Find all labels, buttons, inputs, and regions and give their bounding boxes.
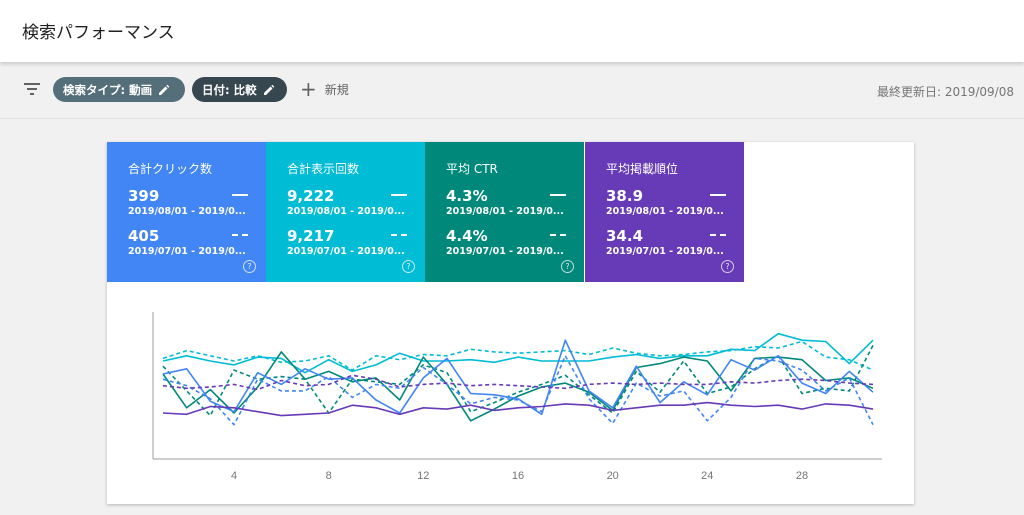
x-tick-label: 28 <box>796 470 808 482</box>
search-type-chip[interactable]: 検索タイプ: 動画 <box>53 77 185 102</box>
metric-compare-value: 4.4% <box>446 227 488 245</box>
metric-compare-row: 405 2019/07/01 - 2019/0... <box>128 228 266 268</box>
solid-line-legend-icon <box>710 194 726 196</box>
page-title: 検索パフォーマンス <box>22 23 175 43</box>
metric-current-range: 2019/08/01 - 2019/0... <box>287 206 405 217</box>
dashed-line-legend-icon <box>391 234 407 236</box>
dashed-line-legend-icon <box>710 234 726 236</box>
metric-label: 平均 CTR <box>446 162 498 176</box>
metric-label: 平均掲載順位 <box>606 162 679 176</box>
toolbar-divider <box>0 118 1024 119</box>
metric-clicks[interactable]: 合計クリック数 399 2019/08/01 - 2019/0... 405 2… <box>107 142 266 282</box>
metric-label: 合計クリック数 <box>128 162 213 176</box>
x-tick-label: 16 <box>512 470 524 482</box>
plus-icon: + <box>300 77 317 101</box>
metric-compare-range: 2019/07/01 - 2019/0... <box>606 246 724 257</box>
dashed-line-legend-icon <box>550 234 566 236</box>
last-updated-text: 最終更新日: 2019/09/08 <box>876 85 1014 99</box>
app-header: 検索パフォーマンス <box>0 0 1024 62</box>
dashed-line-legend-icon <box>232 234 248 236</box>
chart-series-line-7 <box>162 374 874 391</box>
filter-icon[interactable] <box>22 79 42 99</box>
edit-pencil-icon <box>263 84 274 95</box>
help-icon[interactable]: ? <box>561 260 574 273</box>
edit-pencil-icon <box>159 84 170 95</box>
performance-line-chart: 4 8 12 16 20 24 28 <box>152 312 882 482</box>
metric-current-row: 4.3% 2019/08/01 - 2019/0... <box>446 188 584 228</box>
x-tick-label: 4 <box>231 470 237 482</box>
metric-label: 合計表示回数 <box>287 162 360 176</box>
metric-current-value: 9,222 <box>287 187 335 205</box>
metric-ctr[interactable]: 平均 CTR 4.3% 2019/08/01 - 2019/0... 4.4% … <box>425 142 584 282</box>
solid-line-legend-icon <box>232 194 248 196</box>
metric-compare-range: 2019/07/01 - 2019/0... <box>287 246 405 257</box>
metric-current-range: 2019/08/01 - 2019/0... <box>128 206 246 217</box>
chart-series-line-4 <box>162 339 874 416</box>
metric-compare-value: 34.4 <box>606 227 644 245</box>
metric-compare-range: 2019/07/01 - 2019/0... <box>446 246 564 257</box>
help-icon[interactable]: ? <box>721 260 734 273</box>
date-chip[interactable]: 日付: 比較 <box>192 77 287 102</box>
metric-compare-value: 9,217 <box>287 227 335 245</box>
solid-line-legend-icon <box>550 194 566 196</box>
chart-series-line-1 <box>162 340 874 371</box>
chart-series-line-3 <box>162 345 874 417</box>
date-chip-label: 日付: 比較 <box>202 82 257 97</box>
metric-current-range: 2019/08/01 - 2019/0... <box>446 206 564 217</box>
metric-compare-row: 34.4 2019/07/01 - 2019/0... <box>606 228 744 268</box>
metric-current-value: 399 <box>128 187 160 205</box>
solid-line-legend-icon <box>391 194 407 196</box>
metric-compare-row: 4.4% 2019/07/01 - 2019/0... <box>446 228 584 268</box>
chart-series-line-5 <box>162 355 874 426</box>
metric-current-range: 2019/08/01 - 2019/0... <box>606 206 724 217</box>
chart-series-line-2 <box>162 351 874 422</box>
new-filter-label: 新規 <box>324 82 349 97</box>
help-icon[interactable]: ? <box>243 260 256 273</box>
metric-current-value: 4.3% <box>446 187 488 205</box>
chart-series-line-0 <box>162 332 874 374</box>
metric-current-row: 399 2019/08/01 - 2019/0... <box>128 188 266 228</box>
new-filter-button[interactable]: + 新規 <box>300 77 349 101</box>
x-tick-label: 12 <box>417 470 429 482</box>
x-tick-label: 8 <box>326 470 332 482</box>
x-tick-label: 20 <box>607 470 619 482</box>
metric-compare-row: 9,217 2019/07/01 - 2019/0... <box>287 228 425 268</box>
metric-current-value: 38.9 <box>606 187 644 205</box>
x-tick-label: 24 <box>701 470 713 482</box>
metric-compare-value: 405 <box>128 227 160 245</box>
chart-series-line-6 <box>162 401 874 417</box>
metric-compare-range: 2019/07/01 - 2019/0... <box>128 246 246 257</box>
metric-impressions[interactable]: 合計表示回数 9,222 2019/08/01 - 2019/0... 9,21… <box>266 142 425 282</box>
metric-position[interactable]: 平均掲載順位 38.9 2019/08/01 - 2019/0... 34.4 … <box>585 142 744 282</box>
search-type-chip-label: 検索タイプ: 動画 <box>63 82 153 97</box>
metric-current-row: 38.9 2019/08/01 - 2019/0... <box>606 188 744 228</box>
metric-current-row: 9,222 2019/08/01 - 2019/0... <box>287 188 425 228</box>
help-icon[interactable]: ? <box>402 260 415 273</box>
